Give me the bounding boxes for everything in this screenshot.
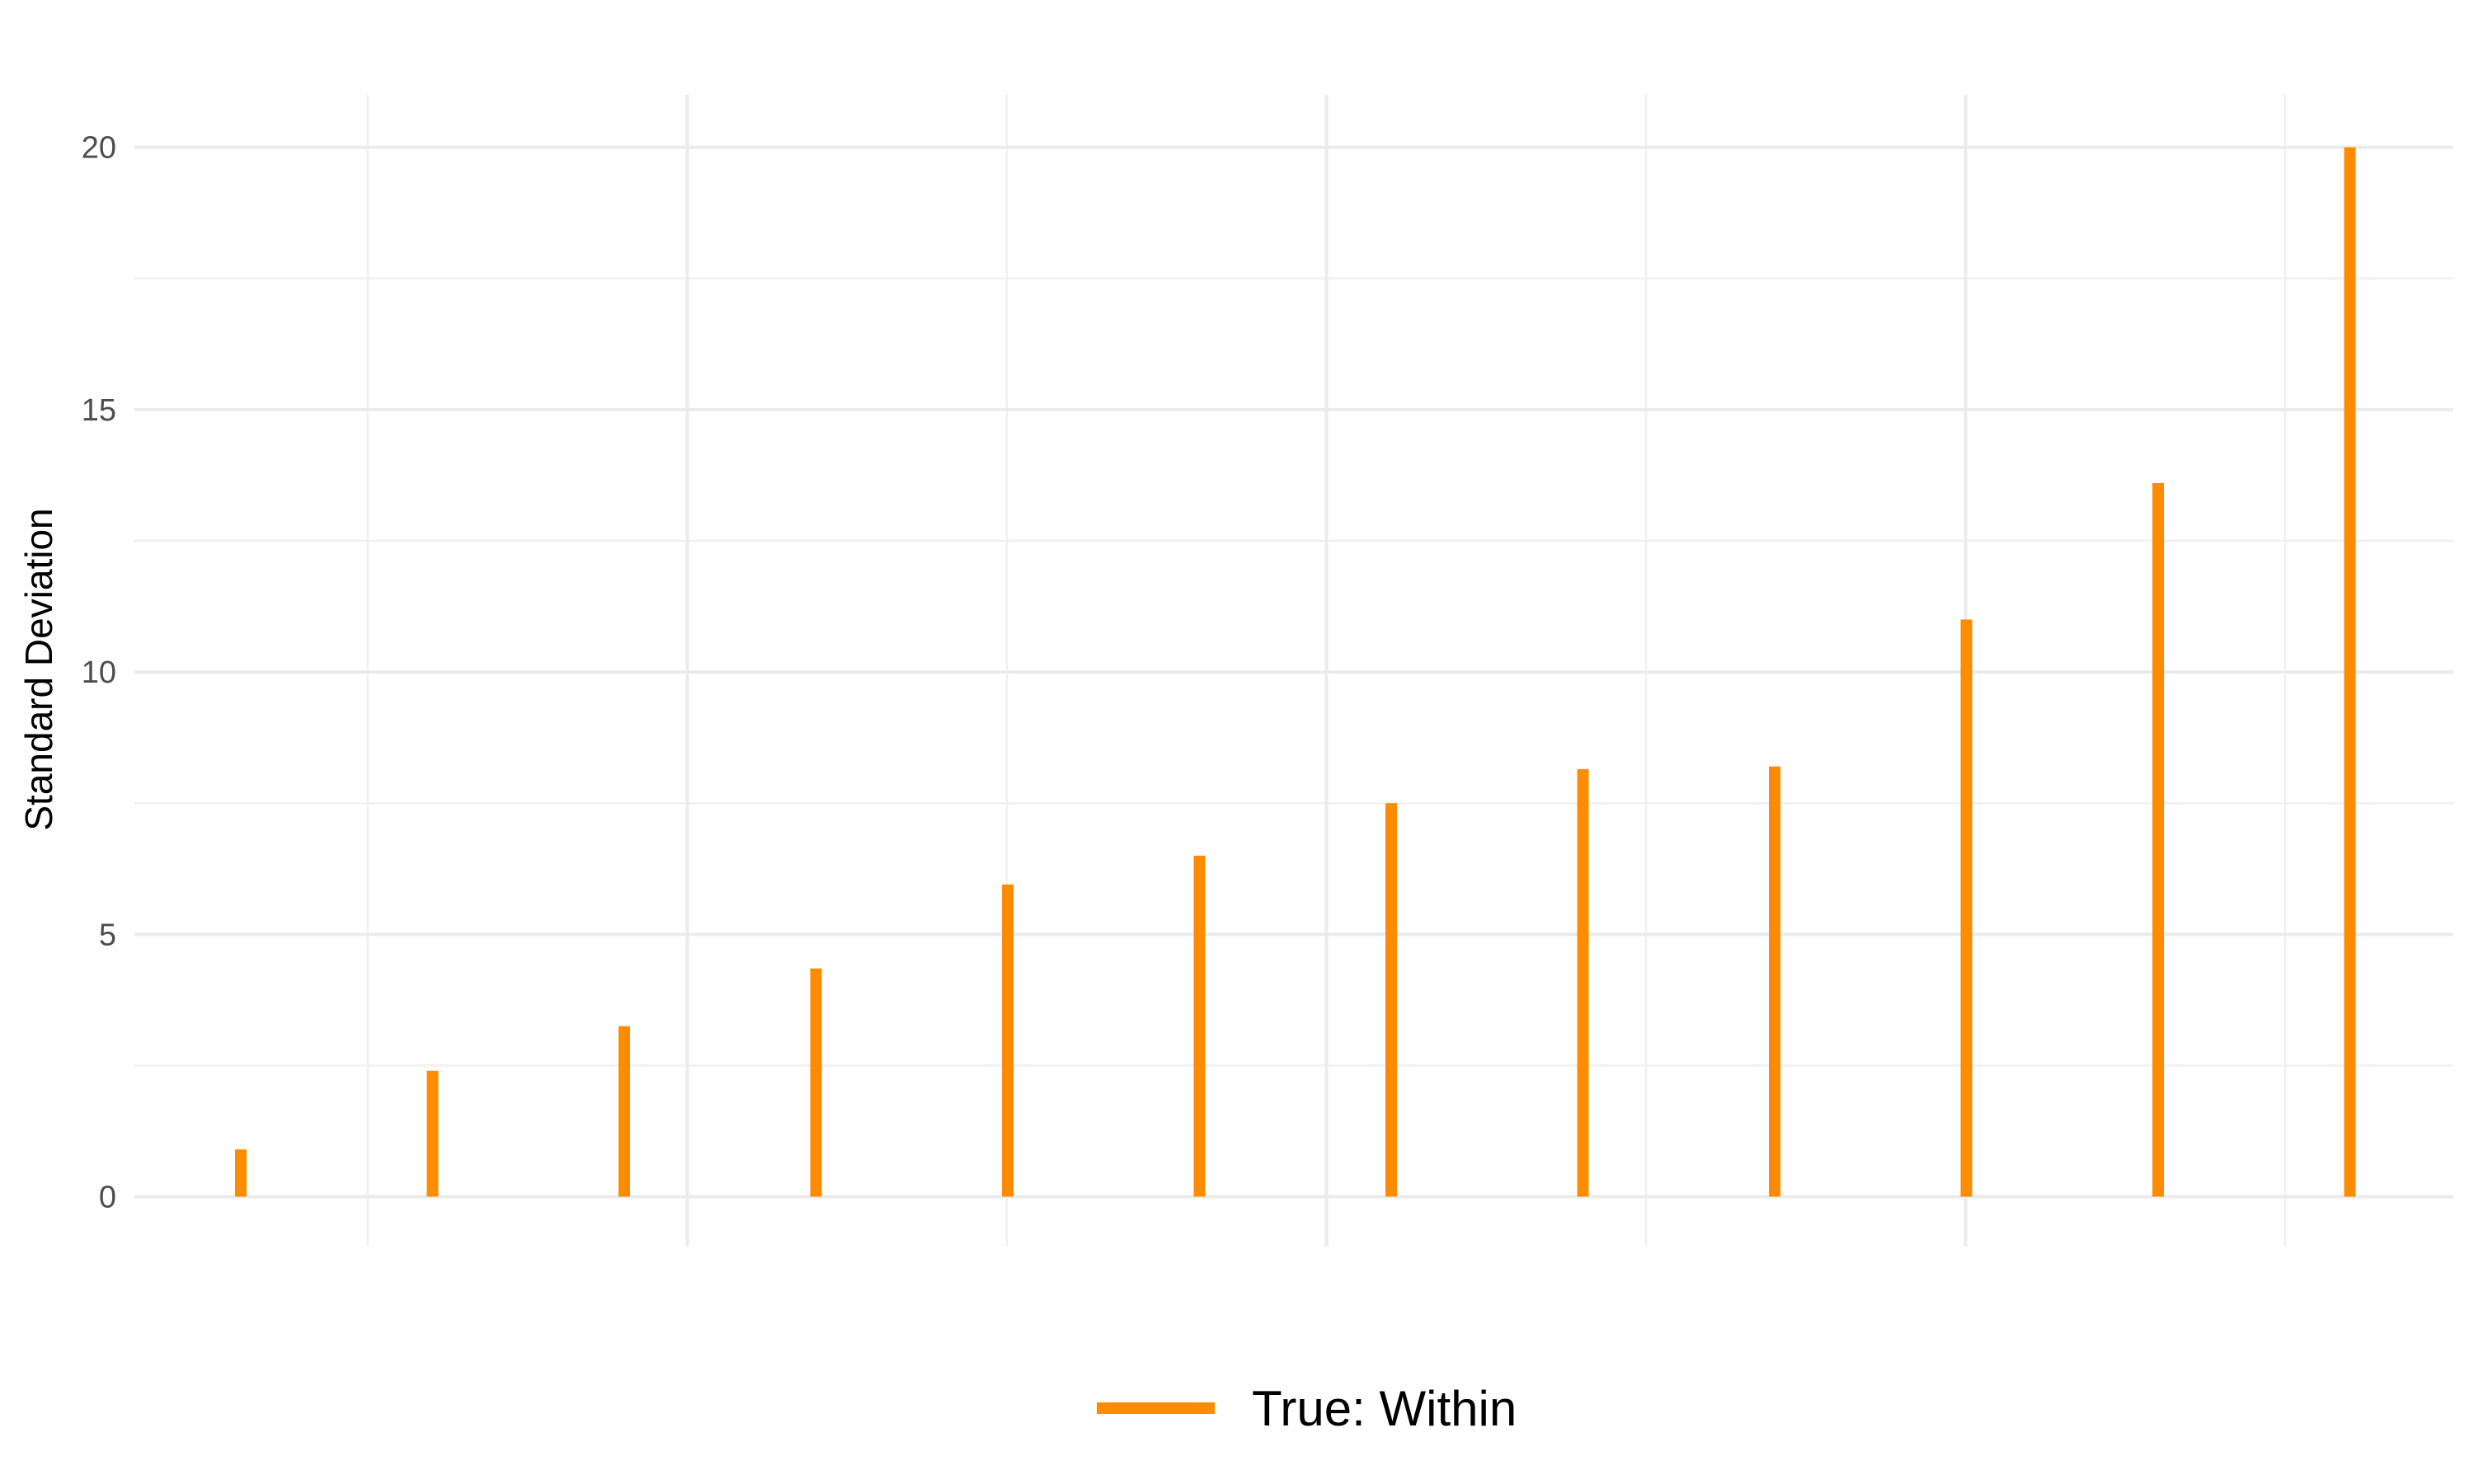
y-tick-label: 5 [99, 918, 116, 952]
grid-major [134, 95, 2453, 1247]
bar [1769, 766, 1780, 1197]
legend: True: Within [1097, 1381, 1517, 1436]
bar [1002, 884, 1014, 1197]
bar [1960, 619, 1973, 1197]
bar [618, 1026, 630, 1197]
bar [235, 1149, 247, 1197]
y-tick-label: 0 [99, 1181, 116, 1215]
bar [1193, 855, 1206, 1197]
bar [1577, 768, 1589, 1197]
bar [1385, 803, 1397, 1197]
y-axis-ticks: 0 5 10 15 20 [82, 131, 116, 1215]
y-tick-label: 15 [82, 393, 116, 428]
bars [235, 147, 2356, 1197]
bar [810, 968, 822, 1197]
y-axis-title: Standard Deviation [17, 508, 60, 830]
legend-label-true-within: True: Within [1252, 1381, 1517, 1436]
bar [2152, 482, 2164, 1197]
bar [426, 1070, 439, 1197]
y-tick-label: 10 [82, 655, 116, 690]
y-tick-label: 20 [82, 131, 116, 166]
bar [2344, 147, 2356, 1197]
